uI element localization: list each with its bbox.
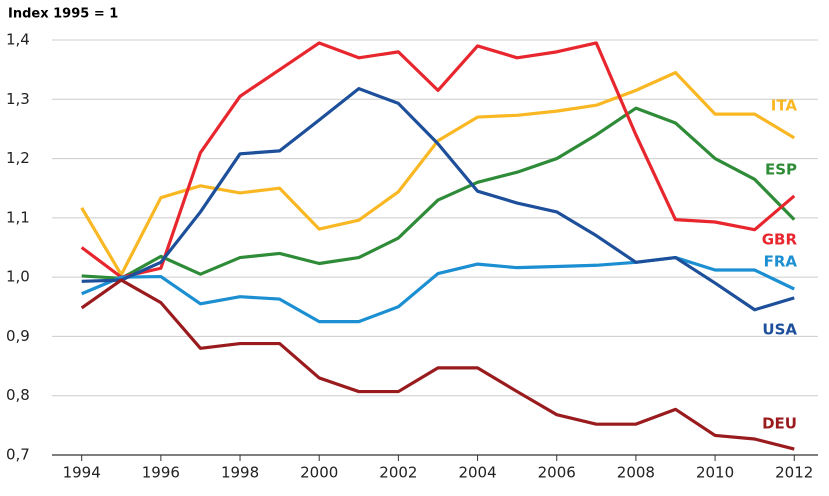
series-line <box>81 87 795 312</box>
series-line <box>80 278 795 451</box>
y-tick-label: 1,1 <box>6 208 30 226</box>
y-tick-label: 1,0 <box>6 268 30 286</box>
x-tick-label: 2002 <box>379 464 417 482</box>
y-tick-label: 1,4 <box>6 31 30 49</box>
series-label: ESP <box>765 161 797 179</box>
x-tick-label: 2004 <box>458 464 496 482</box>
x-tick-label: 1998 <box>221 464 259 482</box>
x-tick-label: 1996 <box>142 464 180 482</box>
y-tick-label: 1,3 <box>6 90 30 108</box>
x-tick-label: 2000 <box>300 464 338 482</box>
x-tick-label: 1994 <box>63 464 101 482</box>
series-label: DEU <box>762 415 797 433</box>
series-label: USA <box>762 321 797 339</box>
x-tick-label: 2010 <box>696 464 734 482</box>
series-label: ITA <box>771 97 798 115</box>
y-tick-label: 0,9 <box>6 327 30 345</box>
series-label: GBR <box>762 231 798 249</box>
series-label: FRA <box>764 253 798 271</box>
x-tick-label: 2008 <box>617 464 655 482</box>
y-tick-label: 0,8 <box>6 386 30 404</box>
y-tick-label: 1,2 <box>6 149 30 167</box>
series-line <box>80 71 796 277</box>
series-line <box>80 41 796 279</box>
x-tick-label: 2006 <box>538 464 576 482</box>
series-line <box>81 106 796 280</box>
y-axis-label: Index 1995 = 1 <box>8 7 118 22</box>
y-tick-label: 0,7 <box>6 446 30 464</box>
x-tick-label: 2012 <box>775 464 813 482</box>
